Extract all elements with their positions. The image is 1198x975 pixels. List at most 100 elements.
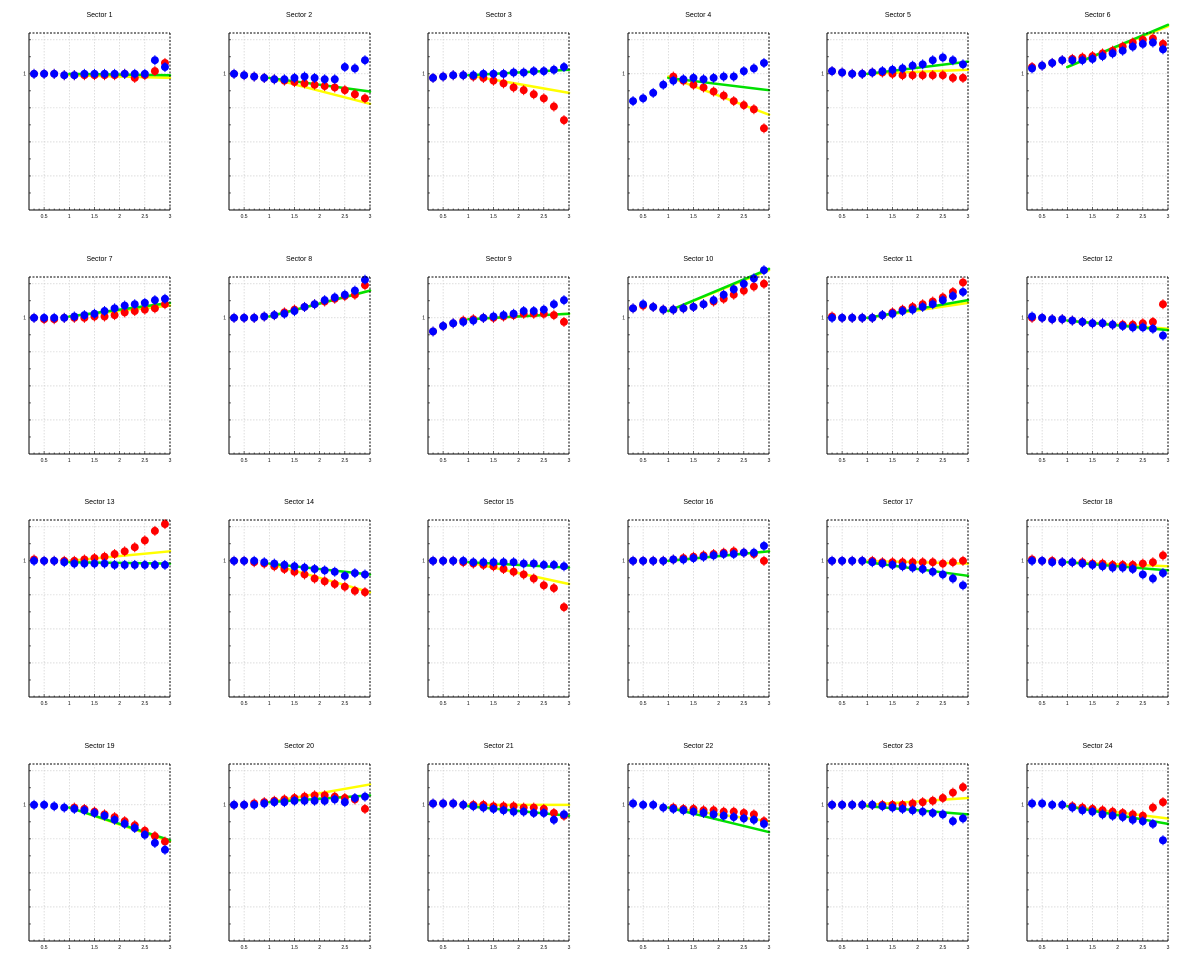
data-point-blue [929, 808, 938, 817]
data-point-blue [729, 284, 738, 293]
panel-title: Sector 19 [84, 742, 115, 750]
data-point-red [160, 837, 169, 846]
data-point-blue [550, 815, 559, 824]
data-point-blue [70, 804, 79, 813]
data-point-red [959, 556, 968, 565]
data-point-blue [699, 299, 708, 308]
data-point-blue [838, 556, 847, 565]
data-point-blue [848, 313, 857, 322]
panel-title: Sector 3 [485, 12, 512, 19]
x-tick-label: 2.5 [740, 458, 747, 464]
x-tick-label: 0.5 [41, 945, 48, 951]
data-point-blue [1048, 800, 1057, 809]
data-point-blue [638, 800, 647, 809]
y-tick-label: 1 [223, 559, 226, 565]
data-point-blue [759, 58, 768, 67]
x-tick-label: 3 [1167, 701, 1170, 707]
sector-plot: 0.5 1 1.5 2 2.5 3 1 [1021, 763, 1170, 951]
data-point-blue [120, 301, 129, 310]
data-point-blue [959, 813, 968, 822]
data-point-blue [959, 581, 968, 590]
data-point-blue [1088, 318, 1097, 327]
data-point-blue [330, 567, 339, 576]
data-point-blue [550, 299, 559, 308]
sector-panel: Sector 11 0.5 1 1.5 2 2.5 3 1 [798, 244, 997, 487]
data-point-red [739, 286, 748, 295]
data-point-blue [310, 299, 319, 308]
x-tick-label: 0.5 [1039, 701, 1046, 707]
x-tick-label: 0.5 [240, 945, 247, 951]
x-tick-label: 3 [1167, 214, 1170, 220]
x-tick-label: 0.5 [41, 458, 48, 464]
y-tick-label: 1 [622, 72, 625, 78]
x-tick-label: 1 [866, 701, 869, 707]
x-tick-label: 3 [368, 214, 371, 220]
data-point-blue [898, 64, 907, 73]
data-point-blue [560, 809, 569, 818]
data-point-red [689, 80, 698, 89]
data-point-red [150, 67, 159, 76]
sector-panel: Sector 9 0.5 1 1.5 2 2.5 3 1 [399, 244, 598, 487]
data-point-red [939, 559, 948, 568]
data-point-blue [949, 291, 958, 300]
sector-panel: Sector 8 0.5 1 1.5 2 2.5 3 1 [200, 244, 399, 487]
data-point-blue [719, 550, 728, 559]
data-point-blue [719, 72, 728, 81]
data-point-blue [100, 69, 109, 78]
x-tick-label: 0.5 [839, 214, 846, 220]
data-point-blue [828, 800, 837, 809]
data-point-red [519, 86, 528, 95]
data-point-blue [229, 556, 238, 565]
sector-plot: 0.5 1 1.5 2 2.5 3 1 [223, 274, 371, 464]
x-tick-label: 3 [1167, 945, 1170, 951]
data-point-blue [529, 559, 538, 568]
data-point-blue [30, 556, 39, 565]
data-point-blue [130, 299, 139, 308]
data-point-blue [110, 303, 119, 312]
panel-title: Sector 10 [683, 255, 714, 263]
data-point-blue [120, 560, 129, 569]
data-point-blue [509, 68, 518, 77]
sector-panel: Sector 17 0.5 1 1.5 2 2.5 3 1 [798, 487, 997, 730]
sector-plot: 0.5 1 1.5 2 2.5 3 1 [622, 763, 770, 951]
data-point-blue [429, 326, 438, 335]
data-point-blue [459, 800, 468, 809]
data-point-red [699, 83, 708, 92]
y-tick-label: 1 [622, 802, 625, 808]
data-point-blue [140, 560, 149, 569]
data-point-blue [439, 556, 448, 565]
data-point-blue [1118, 563, 1127, 572]
data-point-blue [439, 321, 448, 330]
data-point-blue [719, 811, 728, 820]
x-tick-label: 3 [568, 458, 571, 464]
x-tick-label: 1 [1066, 214, 1069, 220]
data-point-blue [40, 556, 49, 565]
data-point-blue [529, 808, 538, 817]
data-point-red [939, 793, 948, 802]
data-point-blue [300, 72, 309, 81]
sector-plot: 0.5 1 1.5 2 2.5 3 1 [23, 32, 172, 220]
x-tick-label: 1.5 [690, 945, 697, 951]
data-point-red [949, 73, 958, 82]
data-point-blue [1128, 815, 1137, 824]
data-point-blue [828, 67, 837, 76]
y-tick-label: 1 [1021, 72, 1024, 78]
data-point-blue [340, 63, 349, 72]
x-tick-label: 2 [517, 945, 520, 951]
data-point-blue [150, 295, 159, 304]
data-point-blue [100, 306, 109, 315]
panel-title: Sector 24 [1082, 742, 1113, 750]
data-point-red [908, 798, 917, 807]
x-tick-label: 1.5 [91, 214, 98, 220]
data-point-blue [709, 295, 718, 304]
data-point-blue [360, 570, 369, 579]
data-point-blue [150, 56, 159, 65]
x-tick-label: 2 [318, 458, 321, 464]
data-point-blue [249, 72, 258, 81]
data-point-blue [1148, 574, 1157, 583]
y-tick-label: 1 [622, 559, 625, 565]
data-point-blue [929, 56, 938, 65]
data-point-blue [838, 313, 847, 322]
data-point-red [360, 588, 369, 597]
x-tick-label: 1 [267, 214, 270, 220]
